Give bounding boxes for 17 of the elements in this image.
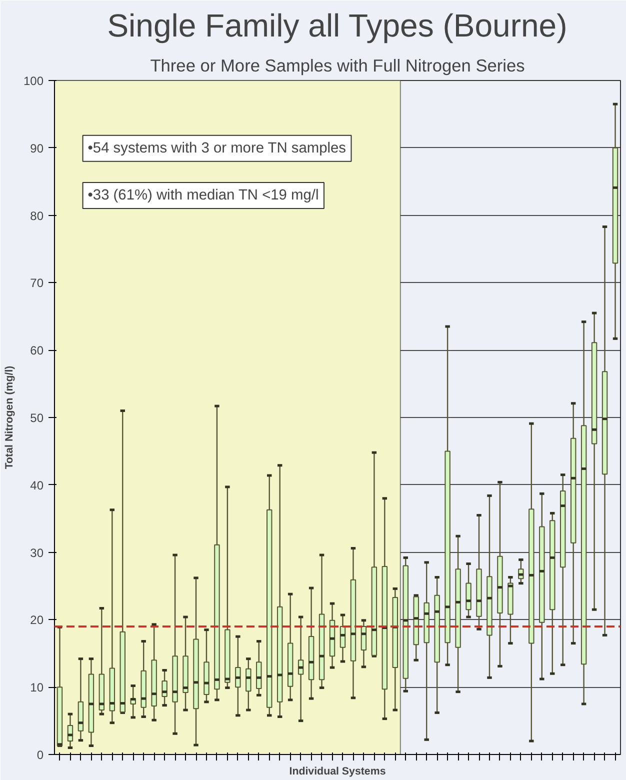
- chart-title: Single Family all Types (Bourne): [107, 8, 568, 44]
- y-tick-label: 70: [30, 276, 44, 290]
- annotation: •54 systems with 3 or more TN samples: [88, 140, 346, 156]
- y-tick-label: 100: [23, 74, 44, 88]
- chart-subtitle: Three or More Samples with Full Nitrogen Series: [150, 56, 526, 76]
- y-tick-label: 30: [30, 546, 44, 560]
- y-tick-label: 0: [36, 748, 44, 762]
- y-tick-label: 80: [30, 208, 44, 223]
- y-tick-label: 50: [30, 411, 44, 425]
- y-axis-title: Total Nitrogen (mg/l): [3, 365, 16, 470]
- y-tick-label: 10: [30, 680, 44, 695]
- y-tick-label: 40: [30, 478, 44, 492]
- annotation: •33 (61%) with median TN <19 mg/l: [88, 188, 319, 204]
- x-axis-title: Individual Systems: [289, 766, 386, 778]
- y-tick-label: 20: [30, 613, 44, 628]
- y-tick-label: 90: [30, 141, 44, 156]
- y-tick-label: 60: [30, 344, 44, 358]
